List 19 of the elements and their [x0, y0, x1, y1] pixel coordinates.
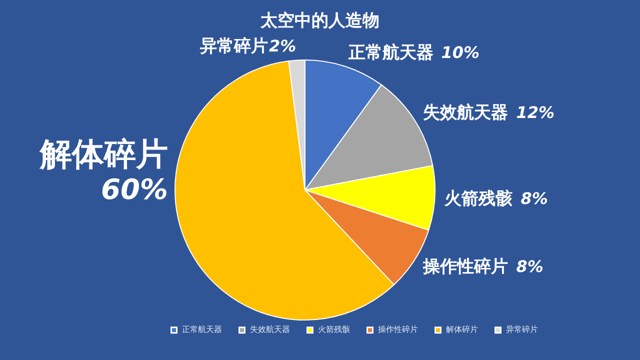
legend-label: 解体碎片 [446, 325, 478, 334]
slice-label: 解体碎片 [39, 135, 168, 173]
chart-title: 太空中的人造物 [260, 11, 380, 31]
legend-label: 失效航天器 [250, 325, 290, 334]
data-label: 8% [516, 257, 544, 276]
slice-label: 正常航天器 [347, 43, 434, 64]
data-label: 8% [520, 189, 548, 208]
legend-label: 正常航天器 [182, 325, 222, 334]
slice-label: 异常碎片 [199, 36, 268, 56]
data-label: 10% [441, 43, 480, 62]
data-label: 12% [516, 102, 555, 122]
data-label: 2% [269, 36, 296, 56]
slice-label: 失效航天器 [423, 102, 508, 123]
data-label: 60% [100, 173, 168, 206]
slice-label: 火箭残骸 [444, 189, 513, 210]
slice-label: 操作性碎片 [422, 257, 508, 278]
legend-label: 火箭残骸 [318, 325, 350, 334]
legend-label: 异常碎片 [506, 325, 538, 334]
legend-label: 操作性碎片 [378, 325, 418, 334]
